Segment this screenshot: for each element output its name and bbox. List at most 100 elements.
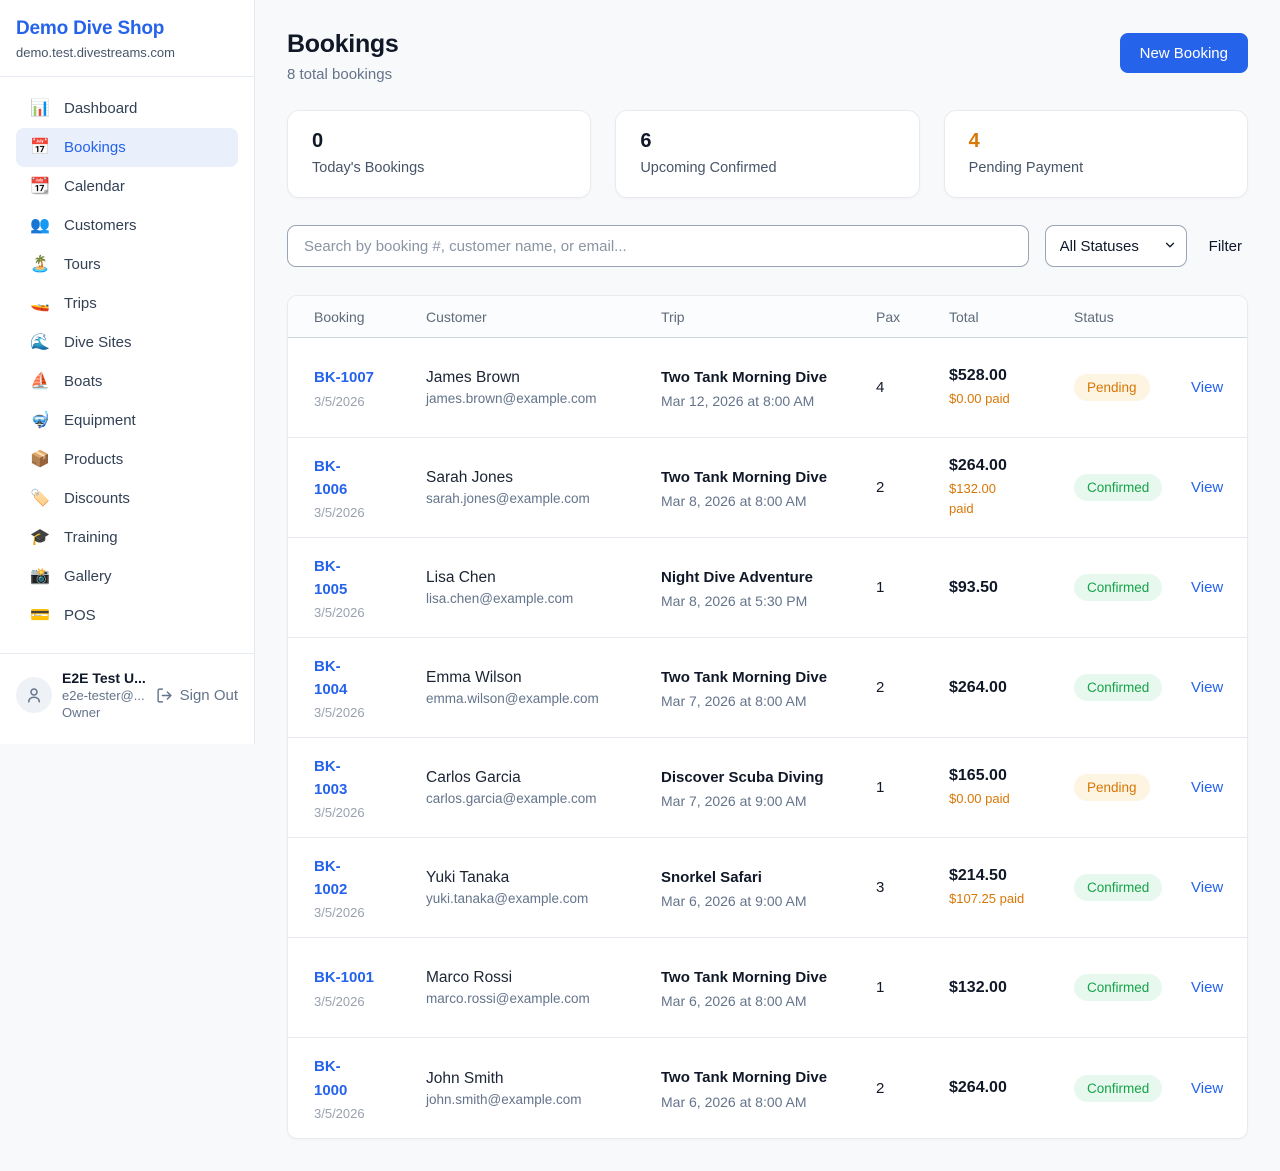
speedboat-icon: 🚤 bbox=[30, 294, 50, 312]
table-row: BK- 1000 3/5/2026 John Smith john.smith@… bbox=[288, 1038, 1247, 1138]
booking-id-link[interactable]: BK- 1000 bbox=[314, 1058, 348, 1099]
sidebar-item-dive-sites[interactable]: 🌊 Dive Sites bbox=[16, 323, 238, 362]
trip-cell: Snorkel Safari Mar 6, 2026 at 9:00 AM bbox=[661, 866, 876, 909]
total-cell: $264.00 bbox=[949, 1079, 1074, 1097]
customer-cell: Emma Wilson emma.wilson@example.com bbox=[426, 669, 661, 706]
trip-cell: Two Tank Morning Dive Mar 6, 2026 at 8:0… bbox=[661, 1066, 876, 1109]
column-header-pax: Pax bbox=[876, 308, 901, 325]
user-name: E2E Test U... bbox=[62, 670, 146, 686]
new-booking-button[interactable]: New Booking bbox=[1119, 33, 1248, 73]
sidebar-item-customers[interactable]: 👥 Customers bbox=[16, 206, 238, 245]
sidebar-item-training[interactable]: 🎓 Training bbox=[16, 518, 238, 557]
status-badge: Confirmed bbox=[1074, 974, 1163, 1001]
status-select-wrap: All Statuses bbox=[1044, 225, 1187, 267]
trip-cell: Discover Scuba Diving Mar 7, 2026 at 9:0… bbox=[661, 766, 876, 809]
sidebar-item-equipment[interactable]: 🤿 Equipment bbox=[16, 401, 238, 440]
sidebar-item-tours[interactable]: 🏝️ Tours bbox=[16, 245, 238, 284]
sidebar-item-products[interactable]: 📦 Products bbox=[16, 440, 238, 479]
brand-domain: demo.test.divestreams.com bbox=[16, 45, 175, 60]
status-cell: Confirmed bbox=[1074, 874, 1191, 901]
sidebar-item-pos[interactable]: 💳 POS bbox=[16, 596, 238, 635]
sign-out-button[interactable]: Sign Out bbox=[156, 687, 238, 704]
trip-cell: Two Tank Morning Dive Mar 12, 2026 at 8:… bbox=[661, 366, 876, 409]
customer-cell: Yuki Tanaka yuki.tanaka@example.com bbox=[426, 869, 661, 906]
customer-name: Carlos Garcia bbox=[426, 769, 521, 786]
trip-name: Two Tank Morning Dive bbox=[661, 1069, 828, 1087]
sidebar-item-label: Trips bbox=[64, 295, 97, 312]
page-header: Bookings 8 total bookings New Booking bbox=[287, 30, 1248, 83]
stats-row: 0 Today's Bookings 6 Upcoming Confirmed 4 Pen… bbox=[287, 110, 1248, 198]
sidebar-item-boats[interactable]: ⛵ Boats bbox=[16, 362, 238, 401]
booking-cell: BK- 1006 3/5/2026 bbox=[314, 455, 426, 521]
booking-date: 3/5/2026 bbox=[314, 505, 365, 521]
view-link[interactable]: View bbox=[1191, 879, 1224, 896]
main-content: Bookings 8 total bookings New Booking 0 T… bbox=[255, 0, 1280, 1171]
customer-name: Lisa Chen bbox=[426, 569, 496, 586]
brand-name[interactable]: Demo Dive Shop bbox=[16, 18, 165, 39]
status-badge: Pending bbox=[1074, 774, 1150, 801]
sidebar-item-label: Calendar bbox=[64, 178, 125, 195]
trip-datetime: Mar 7, 2026 at 8:00 AM bbox=[661, 693, 807, 710]
view-link[interactable]: View bbox=[1191, 979, 1224, 996]
booking-id-link[interactable]: BK- 1003 bbox=[314, 757, 348, 798]
stat-label: Upcoming Confirmed bbox=[640, 160, 777, 176]
trip-cell: Two Tank Morning Dive Mar 8, 2026 at 8:0… bbox=[661, 466, 876, 509]
camera-flash-icon: 📸 bbox=[30, 567, 50, 585]
paid-amount: $107.25 paid bbox=[949, 890, 1025, 906]
booking-id-link[interactable]: BK-1007 bbox=[314, 369, 375, 387]
table-row: BK-1007 3/5/2026 James Brown james.brown… bbox=[288, 338, 1247, 438]
stat-card-today-s-bookings: 0 Today's Bookings bbox=[287, 110, 592, 198]
view-link[interactable]: View bbox=[1191, 779, 1224, 796]
booking-id-link[interactable]: BK- 1004 bbox=[314, 657, 348, 698]
diving-mask-icon: 🤿 bbox=[30, 411, 50, 429]
search-input[interactable] bbox=[287, 225, 1029, 267]
booking-id-link[interactable]: BK- 1006 bbox=[314, 457, 348, 498]
view-link[interactable]: View bbox=[1191, 679, 1224, 696]
status-badge: Confirmed bbox=[1074, 474, 1163, 501]
booking-id-link[interactable]: BK- 1002 bbox=[314, 857, 348, 898]
booking-id-link[interactable]: BK- 1005 bbox=[314, 557, 348, 598]
sidebar-item-trips[interactable]: 🚤 Trips bbox=[16, 284, 238, 323]
page-title: Bookings bbox=[287, 30, 399, 58]
filter-button[interactable]: Filter bbox=[1203, 238, 1248, 255]
pax-value: 2 bbox=[876, 1079, 885, 1097]
sidebar-item-bookings[interactable]: 📅 Bookings bbox=[16, 128, 238, 167]
trip-name: Discover Scuba Diving bbox=[661, 768, 824, 786]
customer-email: sarah.jones@example.com bbox=[426, 491, 590, 506]
column-header-booking: Booking bbox=[314, 308, 365, 325]
sign-out-label: Sign Out bbox=[179, 686, 238, 704]
trip-cell: Two Tank Morning Dive Mar 7, 2026 at 8:0… bbox=[661, 666, 876, 709]
booking-id-link[interactable]: BK-1001 bbox=[314, 969, 375, 987]
trip-name: Two Tank Morning Dive bbox=[661, 668, 828, 686]
trip-datetime: Mar 8, 2026 at 8:00 AM bbox=[661, 493, 807, 510]
view-link[interactable]: View bbox=[1191, 1079, 1224, 1097]
tear-off-calendar-icon: 📆 bbox=[30, 177, 50, 195]
pax-value: 1 bbox=[876, 779, 885, 796]
sidebar-item-gallery[interactable]: 📸 Gallery bbox=[16, 557, 238, 596]
view-link[interactable]: View bbox=[1191, 579, 1224, 596]
stat-value: 6 bbox=[640, 130, 652, 152]
page-subtitle: 8 total bookings bbox=[287, 66, 393, 83]
total-amount: $264.00 bbox=[949, 678, 1007, 696]
booking-cell: BK- 1004 3/5/2026 bbox=[314, 655, 426, 721]
sidebar-item-label: POS bbox=[64, 607, 96, 624]
status-cell: Confirmed bbox=[1074, 674, 1191, 701]
status-cell: Pending bbox=[1074, 374, 1191, 401]
total-cell: $264.00 $132.00 paid bbox=[949, 457, 1074, 518]
person-icon bbox=[25, 686, 43, 704]
total-cell: $528.00 $0.00 paid bbox=[949, 367, 1074, 409]
table-row: BK-1001 3/5/2026 Marco Rossi marco.rossi… bbox=[288, 938, 1247, 1038]
total-amount: $165.00 bbox=[949, 766, 1007, 784]
total-amount: $264.00 bbox=[949, 457, 1007, 474]
view-link[interactable]: View bbox=[1191, 479, 1224, 496]
sidebar-item-dashboard[interactable]: 📊 Dashboard bbox=[16, 89, 238, 128]
view-link[interactable]: View bbox=[1191, 379, 1224, 396]
status-select[interactable]: All Statuses bbox=[1044, 225, 1187, 267]
booking-cell: BK-1007 3/5/2026 bbox=[314, 366, 426, 408]
table-row: BK- 1004 3/5/2026 Emma Wilson emma.wilso… bbox=[288, 638, 1247, 738]
sidebar-item-calendar[interactable]: 📆 Calendar bbox=[16, 167, 238, 206]
customer-cell: Carlos Garcia carlos.garcia@example.com bbox=[426, 769, 661, 806]
booking-date: 3/5/2026 bbox=[314, 705, 365, 721]
sidebar-item-discounts[interactable]: 🏷️ Discounts bbox=[16, 479, 238, 518]
pax-value: 4 bbox=[876, 379, 885, 396]
